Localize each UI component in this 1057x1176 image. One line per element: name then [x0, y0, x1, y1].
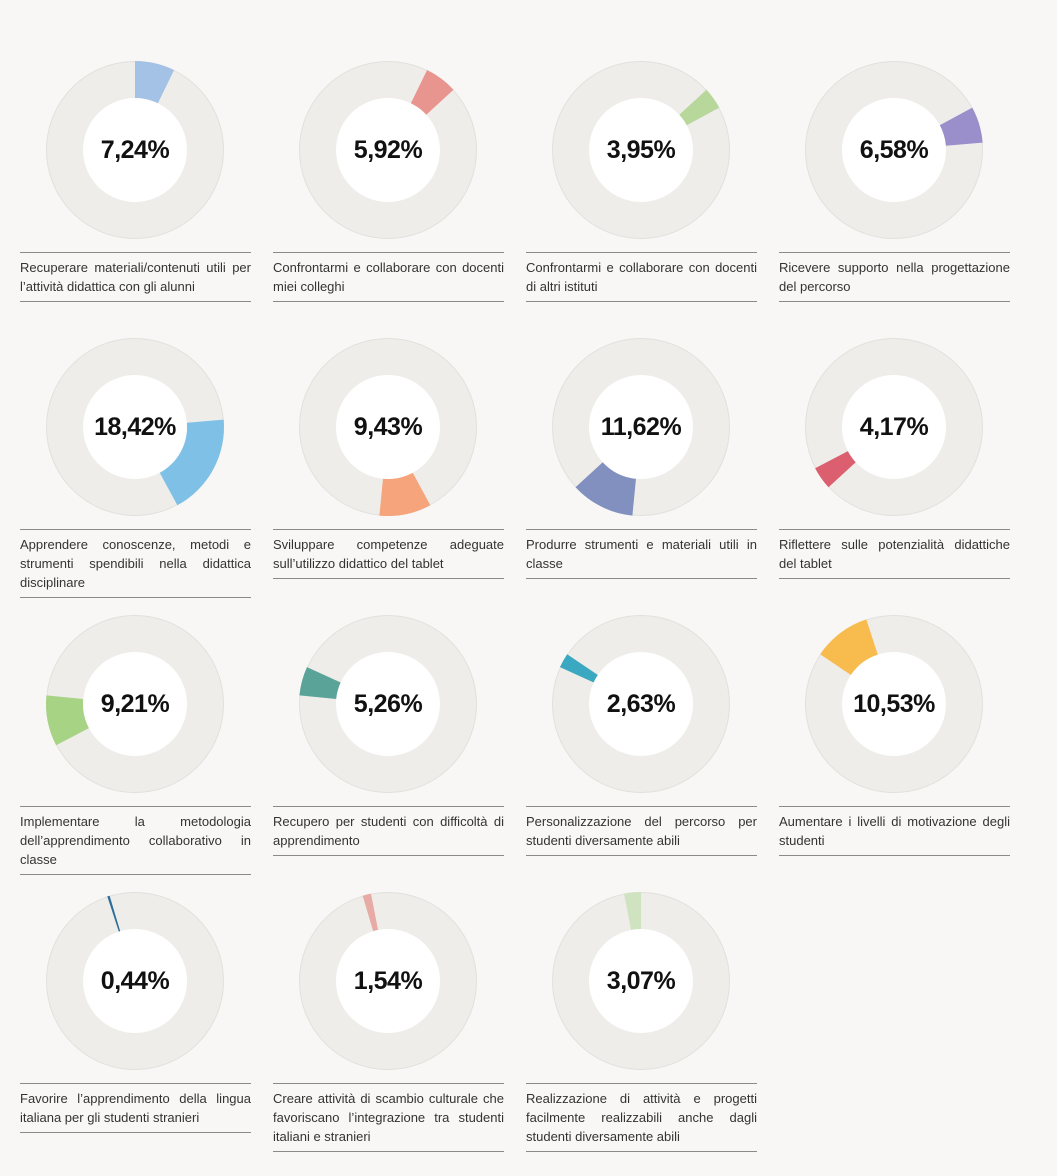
caption: Favorire l’apprendimento della lingua it…	[20, 1083, 251, 1133]
caption: Sviluppare competenze adeguate sull’util…	[273, 529, 504, 579]
donut-chart: 18,42%	[46, 338, 224, 516]
caption: Produrre strumenti e materiali utili in …	[526, 529, 757, 579]
pie-slice	[575, 462, 636, 516]
pie-slice	[46, 695, 89, 746]
caption: Ricevere supporto nella progettazione de…	[779, 252, 1010, 302]
donut-svg	[805, 615, 983, 793]
donut-hole	[589, 98, 693, 202]
donut-hole	[83, 929, 187, 1033]
donut-hole	[83, 98, 187, 202]
donut-svg	[552, 61, 730, 239]
donut-hole	[589, 652, 693, 756]
pie-slice	[362, 893, 379, 932]
percent-label: 11,62%	[600, 412, 682, 441]
donut-svg	[552, 892, 730, 1070]
percent-label: 2,63%	[606, 689, 676, 718]
donut-chart: 9,21%	[46, 615, 224, 793]
donut-chart: 3,07%	[552, 892, 730, 1070]
percent-label: 4,17%	[859, 412, 929, 441]
donut-hole	[842, 98, 946, 202]
percent-label: 7,24%	[100, 135, 170, 164]
caption: Realizzazione di attività e progetti fac…	[526, 1083, 757, 1152]
donut-hole	[336, 929, 440, 1033]
donut-svg	[552, 615, 730, 793]
donut-hole	[589, 929, 693, 1033]
donut-svg	[299, 61, 477, 239]
percent-label: 5,26%	[353, 689, 423, 718]
donut-svg	[805, 338, 983, 516]
pie-slice	[159, 419, 224, 506]
donut-svg	[805, 61, 983, 239]
donut-chart: 9,43%	[299, 338, 477, 516]
donut-hole	[842, 652, 946, 756]
donut-hole	[589, 375, 693, 479]
caption: Recuperare materiali/contenuti utili per…	[20, 252, 251, 302]
pie-slice	[410, 70, 454, 115]
percent-label: 3,95%	[606, 135, 676, 164]
caption: Aumentare i livelli di motivazione degli…	[779, 806, 1010, 856]
percent-label: 9,21%	[100, 689, 170, 718]
donut-svg	[299, 615, 477, 793]
donut-svg	[552, 338, 730, 516]
percent-label: 0,44%	[100, 966, 170, 995]
donut-hole	[83, 375, 187, 479]
donut-svg	[299, 892, 477, 1070]
donut-chart: 10,53%	[805, 615, 983, 793]
pie-slice	[135, 61, 175, 104]
pie-slice	[939, 107, 983, 146]
caption: Creare attività di scambio culturale che…	[273, 1083, 504, 1152]
donut-chart: 7,24%	[46, 61, 224, 239]
donut-svg	[46, 892, 224, 1070]
percent-label: 18,42%	[94, 412, 176, 441]
donut-chart: 1,54%	[299, 892, 477, 1070]
pie-slice	[623, 892, 642, 930]
pie-slice	[820, 619, 878, 675]
percent-label: 3,07%	[606, 966, 676, 995]
caption: Personalizzazione del percorso per stude…	[526, 806, 757, 856]
donut-chart: 4,17%	[805, 338, 983, 516]
donut-chart: 5,92%	[299, 61, 477, 239]
pie-slice	[560, 654, 598, 683]
donut-hole	[83, 652, 187, 756]
donut-chart: 11,62%	[552, 338, 730, 516]
caption: Apprendere conoscenze, metodi e strument…	[20, 529, 251, 598]
caption: Confrontarmi e collaborare con docenti d…	[526, 252, 757, 302]
donut-chart: 6,58%	[805, 61, 983, 239]
donut-svg	[46, 615, 224, 793]
donut-svg	[46, 61, 224, 239]
donut-chart: 0,44%	[46, 892, 224, 1070]
percent-label: 1,54%	[353, 966, 423, 995]
donut-hole	[842, 375, 946, 479]
pie-slice	[815, 451, 856, 488]
donut-chart: 3,95%	[552, 61, 730, 239]
percent-label: 9,43%	[353, 412, 423, 441]
caption: Confrontarmi e collaborare con docenti m…	[273, 252, 504, 302]
caption: Riflettere sulle potenzialità didattiche…	[779, 529, 1010, 579]
donut-hole	[336, 98, 440, 202]
percent-label: 6,58%	[859, 135, 929, 164]
donut-svg	[46, 338, 224, 516]
pie-slice	[379, 472, 431, 516]
percent-label: 5,92%	[353, 135, 423, 164]
percent-label: 10,53%	[853, 689, 935, 718]
pie-slice	[299, 667, 341, 699]
donut-chart: 2,63%	[552, 615, 730, 793]
pie-slice	[107, 895, 121, 932]
caption: Recupero per studenti con difficoltà di …	[273, 806, 504, 856]
donut-svg	[299, 338, 477, 516]
pie-slice	[679, 89, 720, 126]
donut-hole	[336, 652, 440, 756]
donut-chart: 5,26%	[299, 615, 477, 793]
caption: Implementare la metodologia dell’apprend…	[20, 806, 251, 875]
donut-hole	[336, 375, 440, 479]
